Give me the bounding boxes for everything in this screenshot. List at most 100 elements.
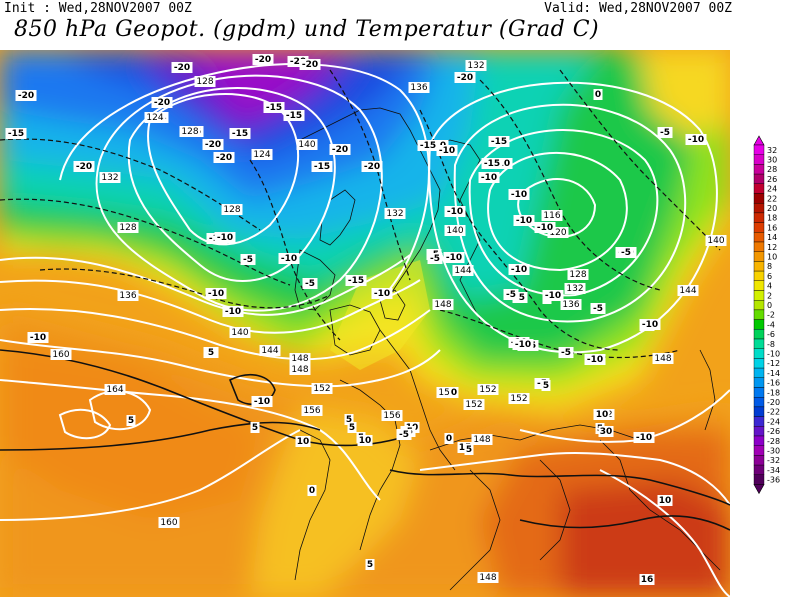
svg-text:144: 144 xyxy=(261,346,278,356)
svg-text:136: 136 xyxy=(119,291,136,301)
svg-text:144: 144 xyxy=(454,266,471,276)
svg-text:128: 128 xyxy=(223,205,240,215)
temperature-label: -10 xyxy=(639,319,661,330)
legend-swatch xyxy=(753,212,765,223)
svg-text:-5: -5 xyxy=(430,254,440,264)
temperature-label: -5 xyxy=(590,303,606,314)
svg-text:-10: -10 xyxy=(587,355,603,365)
svg-text:148: 148 xyxy=(291,365,308,375)
legend-label: -12 xyxy=(767,359,780,368)
temperature-label: 5 xyxy=(541,380,551,391)
svg-text:-20: -20 xyxy=(332,145,348,155)
geopotential-label: 128 xyxy=(179,126,201,137)
temperature-label: -10 xyxy=(444,206,466,217)
geopotential-label: 124 xyxy=(251,149,273,160)
geopotential-label: 128 xyxy=(221,204,243,215)
svg-text:5: 5 xyxy=(346,415,352,425)
legend-label: 22 xyxy=(767,194,777,203)
geopotential-label: 148 xyxy=(289,353,311,364)
temperature-label: -10 xyxy=(512,339,534,350)
legend-label: 24 xyxy=(767,185,777,194)
svg-text:5: 5 xyxy=(543,381,549,391)
svg-text:-10: -10 xyxy=(225,307,241,317)
geopotential-label: 152 xyxy=(463,399,485,410)
temperature-label: -20 xyxy=(454,72,476,83)
svg-text:10: 10 xyxy=(297,437,310,447)
svg-text:124: 124 xyxy=(253,150,270,160)
svg-text:-10: -10 xyxy=(545,291,561,301)
legend-swatch xyxy=(753,377,765,388)
geopotential-label: 140 xyxy=(705,235,727,246)
svg-text:132: 132 xyxy=(566,284,583,294)
legend-swatch xyxy=(753,329,765,340)
temperature-label: -10 xyxy=(633,432,655,443)
legend-swatch xyxy=(753,358,765,369)
geopotential-label: 148 xyxy=(477,572,499,583)
temperature-label: -20 xyxy=(202,139,224,150)
temperature-label: -15 xyxy=(417,140,439,151)
svg-text:152: 152 xyxy=(438,388,455,398)
geopotential-label: 152 xyxy=(477,384,499,395)
temperature-label: -15 xyxy=(311,161,333,172)
temperature-label: -20 xyxy=(361,161,383,172)
legend-swatch xyxy=(753,280,765,291)
svg-text:152: 152 xyxy=(313,384,330,394)
svg-text:-15: -15 xyxy=(8,129,24,139)
svg-text:0: 0 xyxy=(451,388,457,398)
temperature-label: 0 xyxy=(593,89,603,100)
geopotential-label: 148 xyxy=(289,364,311,375)
svg-text:-10: -10 xyxy=(30,333,46,343)
legend-label: -18 xyxy=(767,388,780,397)
temperature-label: 0 xyxy=(449,387,459,398)
temperature-label: -15 xyxy=(229,128,251,139)
svg-text:-20: -20 xyxy=(255,55,271,65)
legend-swatch xyxy=(753,445,765,456)
svg-text:148: 148 xyxy=(473,435,490,445)
geopotential-label: 140 xyxy=(296,139,318,150)
legend-swatch xyxy=(753,464,765,476)
geopotential-label: 144 xyxy=(677,285,699,296)
temperature-label: -15 xyxy=(488,136,510,147)
temperature-label: -5 xyxy=(618,247,634,258)
svg-text:0: 0 xyxy=(595,90,601,100)
geopotential-label: 132 xyxy=(465,60,487,71)
geopotential-label: 136 xyxy=(560,299,582,310)
svg-text:-10: -10 xyxy=(511,190,527,200)
geopotential-label: 128 xyxy=(117,222,139,233)
temperature-label: 5 xyxy=(365,559,375,570)
valid-time: Valid: Wed,28NOV2007 00Z xyxy=(544,1,732,16)
svg-text:-20: -20 xyxy=(76,162,92,172)
legend-label: -22 xyxy=(767,408,780,417)
svg-text:-5: -5 xyxy=(561,348,571,358)
legend-swatch xyxy=(753,455,765,466)
svg-text:-10: -10 xyxy=(515,340,531,350)
svg-text:5: 5 xyxy=(367,560,373,570)
geopotential-label: 132 xyxy=(384,208,406,219)
svg-text:-5: -5 xyxy=(506,290,516,300)
temperature-label: 0 xyxy=(444,433,454,444)
legend-label: -34 xyxy=(767,466,780,475)
legend-swatch xyxy=(753,164,765,175)
svg-text:-5: -5 xyxy=(593,304,603,314)
svg-text:-15: -15 xyxy=(286,111,302,121)
legend-swatch xyxy=(753,397,765,408)
svg-text:-10: -10 xyxy=(374,289,390,299)
svg-text:-15: -15 xyxy=(348,276,364,286)
svg-text:-5: -5 xyxy=(660,128,670,138)
svg-text:-10: -10 xyxy=(208,289,224,299)
legend-swatch xyxy=(753,241,765,252)
legend-swatch xyxy=(753,183,765,194)
legend-swatch xyxy=(753,426,765,437)
legend-swatch xyxy=(753,474,765,485)
svg-text:120: 120 xyxy=(549,228,566,238)
legend-label: 4 xyxy=(767,282,772,291)
temperature-label: 10 xyxy=(657,495,673,506)
svg-text:152: 152 xyxy=(465,400,482,410)
svg-text:-10: -10 xyxy=(537,223,553,233)
temperature-label: -10 xyxy=(508,264,530,275)
temperature-label: 16 xyxy=(639,574,655,585)
temperature-label: -5 xyxy=(657,127,673,138)
svg-text:156: 156 xyxy=(383,411,400,421)
svg-text:136: 136 xyxy=(562,300,579,310)
svg-text:148: 148 xyxy=(479,573,496,583)
